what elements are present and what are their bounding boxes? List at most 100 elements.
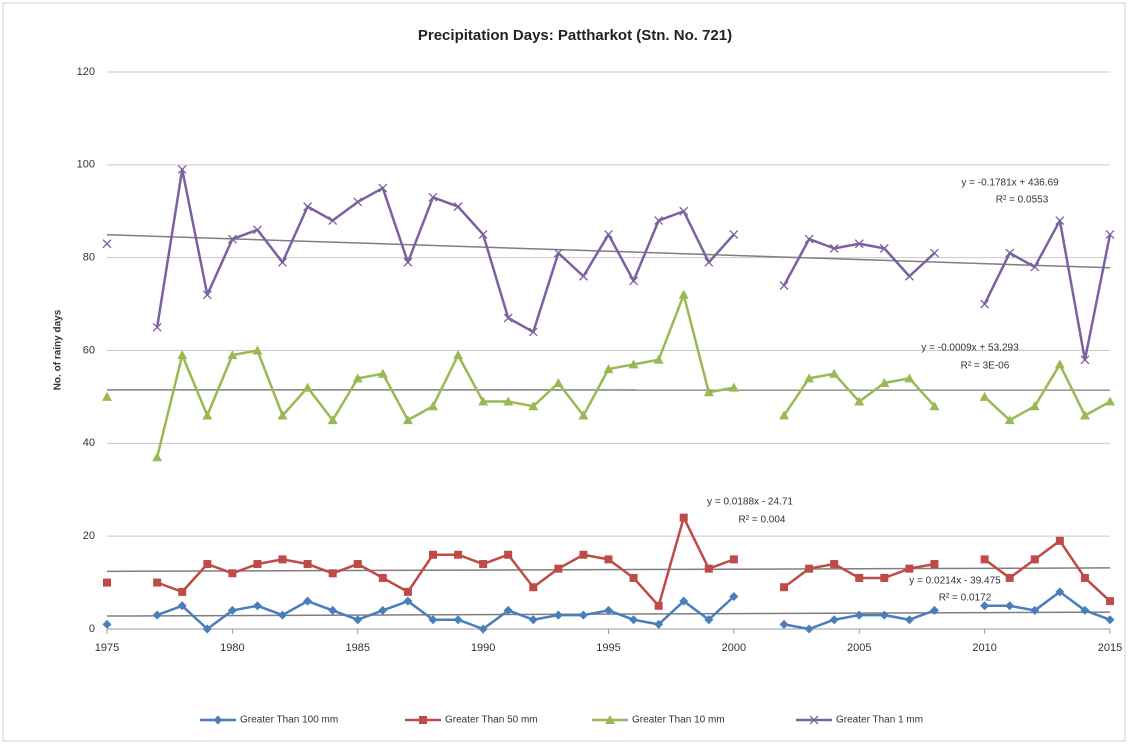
trendline-equation: y = -0.0009x + 53.293: [921, 343, 1019, 354]
marker: [152, 610, 162, 620]
marker: [453, 350, 464, 360]
marker: [353, 197, 363, 207]
marker: [277, 410, 288, 420]
marker: [553, 248, 563, 258]
marker: [854, 239, 864, 249]
marker: [629, 573, 638, 582]
marker: [177, 601, 187, 611]
marker: [1105, 229, 1115, 239]
marker: [403, 587, 412, 596]
x-tick-label: 2005: [847, 642, 871, 654]
marker: [629, 276, 639, 286]
marker: [979, 391, 990, 401]
trendline-r2: R² = 3E-06: [961, 361, 1010, 372]
marker: [1005, 248, 1015, 258]
marker: [830, 560, 839, 569]
marker: [202, 290, 212, 300]
marker: [302, 382, 313, 392]
marker: [879, 377, 890, 387]
marker: [704, 257, 714, 267]
y-tick-label: 60: [83, 344, 95, 356]
marker: [729, 555, 738, 564]
trendline-r2: R² = 0.0172: [939, 593, 992, 604]
y-tick-label: 40: [83, 437, 95, 449]
marker: [829, 368, 840, 378]
marker: [103, 578, 111, 587]
marker: [153, 578, 162, 587]
marker: [228, 569, 237, 578]
x-tick-label: 1975: [95, 642, 119, 654]
x-tick-label: 2000: [722, 642, 746, 654]
marker: [529, 583, 538, 592]
marker: [553, 610, 563, 620]
marker: [704, 615, 714, 625]
marker: [478, 396, 489, 406]
marker: [980, 555, 989, 564]
marker: [227, 350, 238, 360]
marker: [178, 587, 187, 596]
marker: [629, 615, 639, 625]
marker: [704, 564, 713, 573]
marker: [855, 573, 864, 582]
marker: [428, 615, 438, 625]
marker: [904, 615, 914, 625]
marker: [252, 601, 262, 611]
y-tick-label: 20: [83, 530, 95, 542]
marker: [528, 327, 538, 337]
x-tick-label: 1995: [596, 642, 620, 654]
marker: [278, 257, 287, 267]
marker: [227, 605, 237, 615]
marker: [679, 596, 689, 606]
marker: [1106, 597, 1114, 606]
marker: [227, 234, 237, 244]
marker: [152, 452, 163, 462]
marker: [428, 550, 437, 559]
marker: [102, 239, 112, 249]
marker: [679, 206, 689, 216]
trendline-equation: y = -0.1781x + 436.69: [961, 178, 1059, 189]
marker: [478, 624, 488, 634]
legend-label: Greater Than 100 mm: [240, 715, 338, 726]
marker: [1055, 536, 1064, 545]
marker: [177, 165, 187, 174]
marker: [703, 387, 714, 397]
trendline-equation: y = 0.0188x - 24.71: [707, 497, 793, 508]
marker: [378, 605, 388, 615]
marker: [579, 550, 588, 559]
y-tick-label: 0: [89, 623, 95, 635]
marker: [578, 410, 589, 420]
marker: [553, 377, 564, 387]
marker: [905, 564, 914, 573]
marker: [728, 382, 739, 392]
marker: [528, 401, 539, 411]
marker: [453, 202, 463, 212]
marker: [252, 225, 262, 235]
marker: [1105, 615, 1115, 625]
marker: [904, 271, 914, 281]
marker: [578, 271, 588, 281]
marker: [177, 350, 188, 360]
marker: [980, 601, 990, 611]
marker: [554, 564, 563, 573]
legend-label: Greater Than 1 mm: [836, 715, 923, 726]
marker: [628, 359, 639, 369]
marker: [729, 592, 739, 602]
marker: [478, 229, 488, 239]
marker: [1030, 605, 1040, 615]
marker: [328, 569, 337, 578]
x-tick-label: 1990: [471, 642, 495, 654]
marker: [980, 299, 990, 309]
legend-label: Greater Than 50 mm: [445, 715, 538, 726]
legend-label: Greater Than 10 mm: [632, 715, 725, 726]
marker: [378, 183, 388, 193]
marker: [604, 605, 613, 615]
trendline-r2: R² = 0.004: [739, 515, 786, 526]
marker: [804, 234, 814, 244]
marker: [503, 313, 513, 323]
marker: [352, 373, 363, 383]
marker: [102, 619, 112, 629]
marker: [1080, 355, 1090, 365]
marker: [1105, 396, 1115, 406]
trendline: [106, 233, 1111, 269]
